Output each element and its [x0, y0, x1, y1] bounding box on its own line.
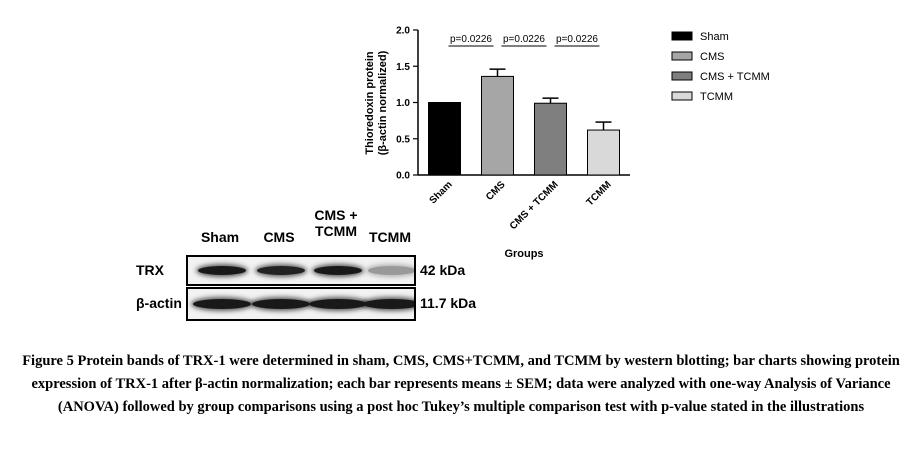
blot-row-label: TRX — [136, 261, 164, 278]
y-axis-label-line2: (β-actin normalized) — [377, 50, 389, 155]
p-value-label: p=0.0226 — [556, 34, 598, 45]
blot-band — [193, 299, 251, 309]
legend-label: CMS — [700, 51, 724, 63]
y-tick-label: 1.5 — [396, 62, 410, 73]
x-tick-label: CMS + TCMM — [508, 179, 561, 232]
legend-swatch — [671, 91, 693, 101]
blot-band — [252, 299, 310, 309]
lane-label: Sham — [200, 229, 240, 245]
lane-label: CMS + TCMM — [314, 207, 358, 239]
p-value-label: p=0.0226 — [450, 34, 492, 45]
bar — [428, 102, 461, 176]
y-tick-label: 1.0 — [396, 98, 410, 109]
figure-caption: Figure 5 Protein bands of TRX-1 were det… — [22, 353, 900, 415]
legend-label: TCMM — [700, 91, 733, 103]
legend-swatch — [671, 51, 693, 61]
p-value-label: p=0.0226 — [503, 34, 545, 45]
legend-label: CMS + TCMM — [700, 71, 770, 83]
y-axis-label-line1: Thioredoxin protein — [364, 51, 376, 155]
blot-band — [314, 266, 362, 275]
x-tick-label: CMS — [484, 179, 508, 203]
legend-label: Sham — [700, 31, 729, 43]
molecular-weight-label: 42 kDa — [420, 261, 466, 278]
blot-band — [368, 266, 414, 275]
blot-band — [309, 299, 367, 309]
blot-strip — [186, 287, 416, 321]
lane-label: TCMM — [369, 229, 411, 245]
y-tick-label: 0.5 — [396, 134, 410, 145]
bar-chart: 0.0 0.5 1.0 1.5 2.0 Thioredoxin protein (β-act… — [364, 26, 770, 261]
x-tick-label: Sham — [428, 179, 455, 206]
legend-swatch — [671, 31, 693, 41]
blot-band — [198, 266, 246, 275]
bar — [587, 129, 620, 176]
legend-swatch — [671, 71, 693, 81]
blot-row-label: β-actin — [136, 295, 182, 311]
lane-label: CMS — [263, 229, 295, 245]
y-tick-label: 0.0 — [396, 171, 410, 182]
blot-band — [363, 299, 414, 309]
bar — [534, 102, 567, 176]
bar — [481, 75, 514, 176]
molecular-weight-label: 11.7 kDa — [420, 295, 477, 311]
blot-band — [257, 266, 305, 275]
y-tick-label: 2.0 — [396, 26, 410, 37]
blot-strip — [186, 255, 416, 286]
x-tick-label: TCMM — [585, 179, 614, 208]
x-axis-label: Groups — [504, 248, 543, 260]
